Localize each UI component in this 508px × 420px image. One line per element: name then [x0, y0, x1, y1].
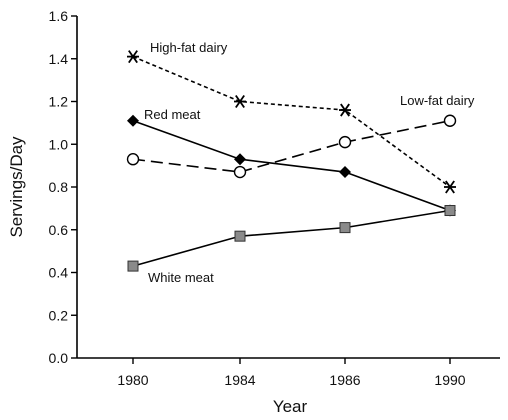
data-point-square	[444, 205, 456, 217]
data-point-circle	[233, 165, 247, 179]
series-line-3	[132, 209, 451, 267]
data-point-square	[127, 260, 139, 272]
y-axis-ticks: 0.0 0.2 0.4 0.6 0.8 1.0 1.2 1.4 1.6	[49, 8, 77, 366]
data-point-circle	[443, 114, 457, 127]
data-point-diamond	[339, 166, 351, 179]
series-label: Low-fat dairy	[400, 93, 475, 108]
y-tick-label: 1.2	[49, 94, 69, 110]
y-tick-label: 1.4	[49, 51, 69, 67]
series-label: White meat	[148, 270, 214, 285]
x-tick-label: 1986	[329, 372, 360, 388]
x-tick-label: 1990	[434, 372, 465, 388]
series-labels: High-fat dairy Red meat Low-fat dairy White…	[144, 40, 475, 285]
y-axis-title: Servings/Day	[7, 136, 26, 238]
data-point-circle	[126, 153, 140, 166]
data-point-square	[234, 230, 246, 242]
series-line-0	[132, 55, 451, 188]
data-point-asterisk	[444, 180, 456, 194]
data-point-circle	[338, 135, 352, 149]
x-tick-label: 1984	[224, 372, 255, 388]
x-tick-label: 1980	[117, 372, 148, 388]
y-tick-label: 0.0	[49, 350, 69, 366]
data-point-asterisk	[339, 103, 351, 117]
data-point-asterisk	[234, 94, 246, 109]
series-label: High-fat dairy	[150, 40, 228, 55]
data-point-asterisk	[127, 50, 139, 64]
series-label: Red meat	[144, 107, 201, 122]
x-axis-ticks: 1980 1984 1986 1990	[117, 358, 466, 388]
series-group	[126, 50, 457, 272]
y-tick-label: 0.4	[49, 265, 69, 281]
y-tick-label: 0.6	[49, 222, 69, 238]
series-line-1	[132, 119, 451, 212]
y-tick-label: 0.8	[49, 179, 69, 195]
data-point-diamond	[234, 153, 246, 166]
series-line-2	[132, 119, 451, 173]
data-point-square	[339, 222, 351, 234]
y-tick-label: 1.0	[49, 136, 69, 152]
y-tick-label: 1.6	[49, 8, 69, 24]
x-axis-title: Year	[273, 397, 308, 416]
y-tick-label: 0.2	[49, 307, 69, 323]
data-point-diamond	[127, 114, 139, 127]
